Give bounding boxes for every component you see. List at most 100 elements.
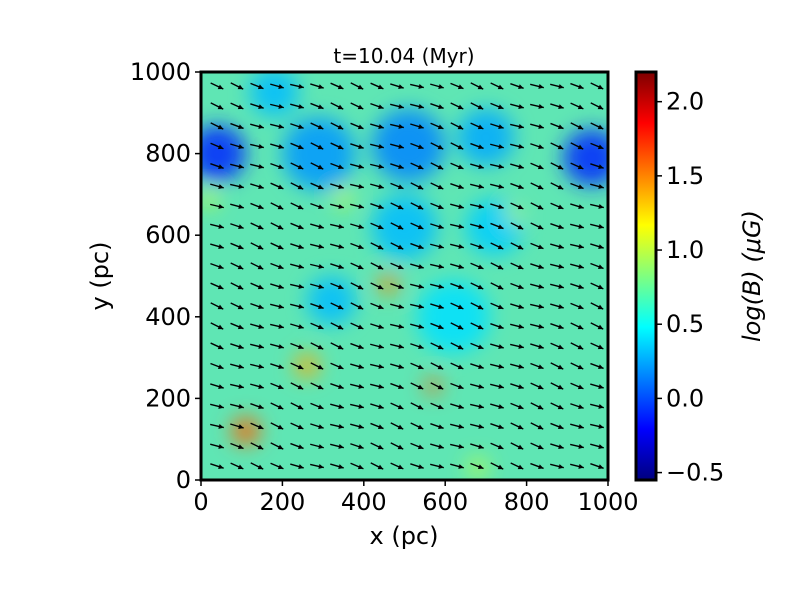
field-arrow: [290, 463, 304, 469]
field-arrow: [370, 242, 384, 250]
field-arrow: [390, 323, 404, 329]
field-arrow: [330, 342, 344, 350]
field-arrow: [410, 242, 424, 250]
field-arrow: [510, 163, 524, 169]
field-arrow: [410, 463, 424, 469]
field-arrow: [270, 382, 284, 390]
field-arrow: [390, 262, 404, 270]
field-arrow: [470, 322, 484, 330]
field-feature-1: [563, 129, 608, 187]
field-arrow: [570, 283, 584, 290]
field-arrow: [550, 422, 564, 430]
field-arrow: [250, 422, 264, 430]
field-arrow: [290, 182, 304, 190]
x-axis-ticks: 0 200 400 600 800 1000: [193, 480, 639, 516]
field-arrow: [430, 182, 444, 190]
field-arrow: [590, 183, 604, 189]
field-arrow: [570, 382, 584, 390]
field-arrow: [510, 383, 524, 390]
field-arrow: [350, 262, 364, 270]
field-arrow: [470, 462, 484, 470]
field-arrow: [570, 342, 584, 350]
field-arrow: [330, 102, 344, 110]
field-arrow: [410, 283, 424, 289]
field-arrow: [270, 182, 284, 190]
field-arrow: [590, 122, 604, 130]
field-arrow: [530, 83, 544, 89]
field-arrow: [310, 122, 324, 130]
field-arrow: [310, 162, 324, 170]
field-arrow: [310, 303, 324, 310]
field-arrow: [350, 223, 364, 229]
field-arrow: [270, 103, 284, 109]
field-arrow: [490, 282, 504, 290]
field-arrow: [410, 202, 424, 210]
field-arrow: [250, 262, 264, 270]
field-arrow: [570, 82, 584, 90]
field-arrow: [490, 343, 504, 349]
field-feature-4: [457, 108, 515, 166]
field-arrow: [410, 442, 424, 450]
field-arrow: [490, 183, 504, 189]
field-arrows: [210, 82, 604, 470]
field-arrow: [350, 102, 364, 110]
field-arrow: [230, 102, 244, 110]
field-arrow: [470, 302, 484, 310]
field-arrow: [270, 202, 284, 210]
field-arrow: [410, 222, 424, 230]
field-feature-13: [378, 273, 399, 295]
field-arrow: [530, 143, 544, 150]
x-tick-label: 600: [422, 488, 468, 516]
field-arrow: [470, 203, 484, 209]
field-arrow: [430, 103, 444, 110]
field-arrow: [230, 183, 244, 189]
colorbar-label: log(B) (μG): [738, 210, 766, 342]
field-arrow: [230, 82, 244, 90]
field-arrow: [230, 403, 244, 409]
field-arrow: [290, 342, 304, 350]
field-arrow: [510, 343, 524, 349]
field-arrow: [590, 203, 604, 209]
field-arrow: [410, 402, 424, 410]
field-arrow: [550, 303, 564, 309]
field-arrow: [210, 302, 224, 310]
field-arrow: [270, 442, 284, 450]
field-arrow: [370, 203, 384, 210]
field-arrow: [470, 183, 484, 189]
field-arrow: [590, 243, 604, 249]
field-arrow: [450, 82, 464, 90]
field-feature-16: [506, 206, 523, 223]
field-arrow: [270, 262, 284, 270]
field-arrow: [210, 443, 224, 449]
field-arrow: [370, 183, 384, 189]
field-arrow: [210, 203, 224, 209]
field-arrow: [230, 143, 244, 149]
field-arrow: [590, 322, 604, 330]
field-arrow: [550, 362, 564, 370]
field-arrow: [410, 382, 424, 390]
field-arrow: [490, 403, 504, 409]
field-arrow: [570, 182, 584, 190]
field-arrow: [330, 82, 344, 90]
field-arrow: [370, 82, 384, 90]
field-arrow: [450, 382, 464, 390]
field-arrow: [350, 122, 364, 130]
field-arrow: [570, 302, 584, 310]
field-arrow: [330, 203, 344, 209]
field-arrow: [250, 282, 264, 290]
field-arrow: [410, 123, 424, 129]
field-arrow: [330, 263, 344, 269]
field-feature-3: [371, 108, 446, 183]
field-arrow: [310, 322, 324, 330]
field-arrow: [490, 163, 504, 169]
field-arrow: [310, 382, 324, 390]
field-arrow: [450, 282, 464, 290]
field-arrow: [570, 122, 584, 130]
field-arrow: [390, 242, 404, 250]
field-arrow: [570, 142, 584, 150]
field-arrow: [270, 242, 284, 250]
y-axis-ticks: 0 200 400 600 800 1000: [130, 58, 201, 494]
field-arrow: [590, 223, 604, 229]
field-arrow: [510, 323, 524, 329]
